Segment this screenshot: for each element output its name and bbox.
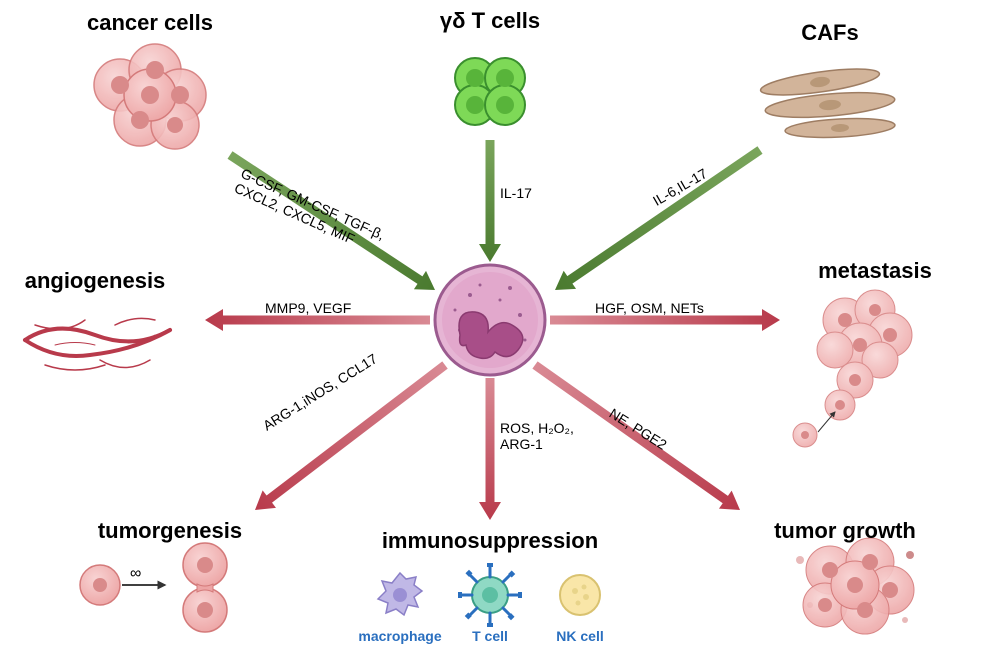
- center_to_immuno-arrow: [479, 378, 501, 520]
- center_to_tumorgenesis-label: ARG-1,iNOS, CCL17: [260, 350, 380, 433]
- center_to_growth-label: NE, PGE2: [607, 405, 670, 453]
- cafs_to_center-label: IL-6,IL-17: [650, 165, 710, 209]
- tumor-growth-icon: [796, 538, 914, 634]
- cancer-cells-icon: [94, 44, 206, 149]
- angiogenesis-icon: [25, 318, 170, 370]
- center_to_immuno-label: ROS, H₂O₂, ARG-1: [500, 420, 574, 452]
- cafs-icon: [759, 64, 896, 140]
- angiogenesis-title: angiogenesis: [10, 268, 180, 298]
- immunosuppression-title: immunosuppression: [370, 528, 610, 558]
- neutrophil-icon: [435, 265, 545, 375]
- macrophage-label: macrophage: [355, 628, 445, 646]
- metastasis-title: metastasis: [790, 258, 960, 288]
- infinity-label: ∞: [130, 565, 141, 583]
- gdt-title: γδ T cells: [400, 8, 580, 38]
- cafs_to_center-arrow: [549, 141, 766, 299]
- tumorgenesis-title: tumorgenesis: [80, 518, 260, 548]
- nk-label: NK cell: [545, 628, 615, 646]
- immunosuppression-icon: [378, 563, 600, 627]
- tumorgenesis-icon: [80, 543, 227, 632]
- cancer_to_center-label: G-CSF, GM-CSF, TGF-β, CXCL2, CXCL5, MIF: [232, 165, 387, 258]
- cafs-title: CAFs: [760, 20, 900, 50]
- center_to_metastasis-label: HGF, OSM, NETs: [595, 300, 704, 316]
- tumor-growth-title: tumor growth: [750, 518, 940, 548]
- tcell-label: T cell: [460, 628, 520, 646]
- cancer-cells-title: cancer cells: [60, 10, 240, 40]
- metastasis-icon: [793, 290, 912, 447]
- center_to_angiogenesis-label: MMP9, VEGF: [265, 300, 351, 316]
- gdt_to_center-label: IL-17: [500, 185, 532, 201]
- gdt-cells-icon: [455, 58, 525, 125]
- gdt_to_center-arrow: [479, 140, 501, 262]
